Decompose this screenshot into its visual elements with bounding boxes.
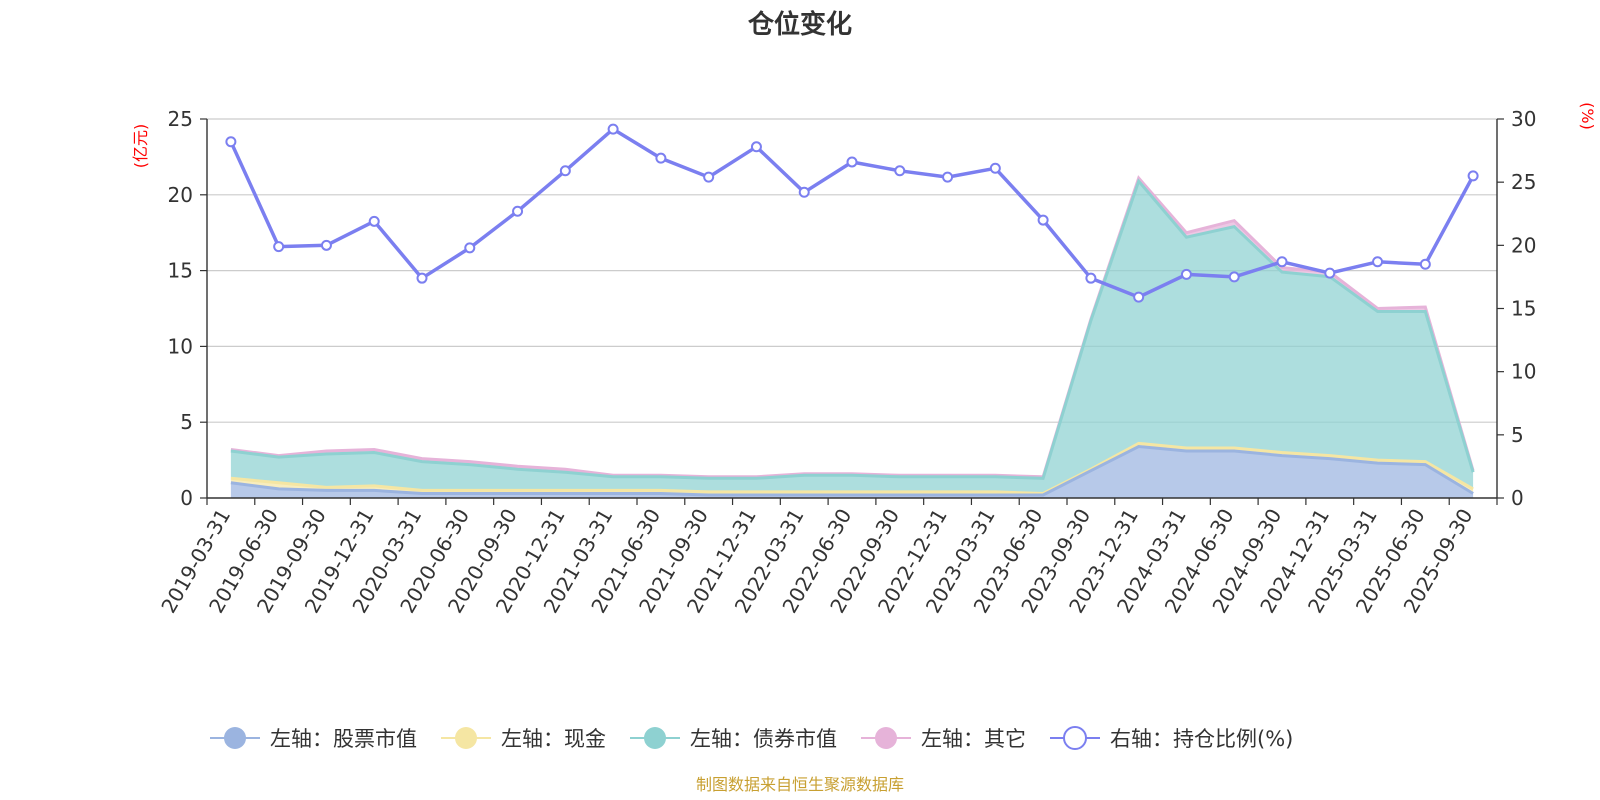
right-axis-tick-label: 20 <box>1511 233 1536 257</box>
ratio-point <box>1085 272 1097 284</box>
legend-marker <box>224 727 246 749</box>
ratio-point <box>464 242 476 254</box>
left-axis-tick-label: 0 <box>180 486 193 510</box>
right-axis-tick-label: 30 <box>1511 107 1536 131</box>
legend-label: 左轴：现金 <box>501 727 606 751</box>
legend-marker <box>644 727 666 749</box>
area-edge-左轴：债券市值 <box>230 178 1475 480</box>
ratio-point <box>846 156 858 168</box>
legend-label: 左轴：债券市值 <box>690 727 837 751</box>
ratio-point <box>703 171 715 183</box>
ratio-point <box>798 186 810 198</box>
left-axis-tick-label: 25 <box>168 107 193 131</box>
left-axis-unit: (亿元) <box>131 124 150 169</box>
area-edge-左轴：其它 <box>230 175 1475 479</box>
holding-ratio-line <box>225 123 1479 303</box>
legend-label: 左轴：股票市值 <box>270 727 417 751</box>
ratio-point <box>1228 271 1240 283</box>
ratio-point <box>750 141 762 153</box>
right-axis-tick-label: 25 <box>1511 170 1536 194</box>
ratio-point <box>1276 256 1288 268</box>
left-axis-tick-label: 15 <box>168 259 193 283</box>
area-edge-左轴：股票市值 <box>230 444 1474 497</box>
ratio-point <box>1419 258 1431 270</box>
ratio-point <box>1037 214 1049 226</box>
ratio-point <box>1133 291 1145 303</box>
ratio-point <box>942 171 954 183</box>
ratio-point <box>320 239 332 251</box>
ratio-point <box>559 165 571 177</box>
area-左轴：股票市值 <box>230 446 1474 498</box>
legend-item: 左轴：股票市值 <box>210 727 417 751</box>
right-axis-tick-label: 10 <box>1511 360 1536 384</box>
legend-marker <box>875 727 897 749</box>
data-source-note: 制图数据来自恒生聚源数据库 <box>696 775 904 794</box>
ratio-point <box>416 272 428 284</box>
area-edge-左轴：现金 <box>230 441 1474 496</box>
legend-item: 左轴：现金 <box>441 727 606 751</box>
ratio-point <box>989 162 1001 174</box>
legend-item: 左轴：债券市值 <box>630 727 837 751</box>
left-axis-tick-label: 5 <box>180 410 193 434</box>
ratio-point <box>1324 267 1336 279</box>
ratio-point <box>225 136 237 148</box>
right-axis-tick-label: 0 <box>1511 486 1524 510</box>
legend-marker <box>1063 726 1087 750</box>
ratio-point <box>273 241 285 253</box>
ratio-point <box>1180 268 1192 280</box>
legend: 左轴：股票市值 左轴：现金 左轴：债券市值 左轴：其它 右轴：持仓比例(%) <box>210 726 1293 751</box>
legend-item: 右轴：持仓比例(%) <box>1050 726 1293 751</box>
area-左轴：债券市值 <box>230 181 1474 494</box>
ratio-point <box>655 152 667 164</box>
right-axis-tick-label: 5 <box>1511 423 1524 447</box>
ratio-point <box>512 205 524 217</box>
right-axis-tick-label: 15 <box>1511 297 1536 321</box>
left-axis-tick-label: 10 <box>168 334 193 358</box>
legend-label: 左轴：其它 <box>921 727 1026 751</box>
legend-marker <box>455 727 477 749</box>
ratio-point <box>1467 170 1479 182</box>
ratio-point <box>607 123 619 135</box>
legend-item: 左轴：其它 <box>861 727 1026 751</box>
ratio-point <box>1372 256 1384 268</box>
left-axis-tick-label: 20 <box>168 183 193 207</box>
ratio-point <box>368 215 380 227</box>
stacked-areas <box>230 175 1475 498</box>
legend-label: 右轴：持仓比例(%) <box>1110 727 1293 751</box>
right-axis-unit: (%) <box>1578 102 1597 130</box>
chart-title: 仓位变化 <box>747 9 852 40</box>
ratio-point <box>894 165 906 177</box>
